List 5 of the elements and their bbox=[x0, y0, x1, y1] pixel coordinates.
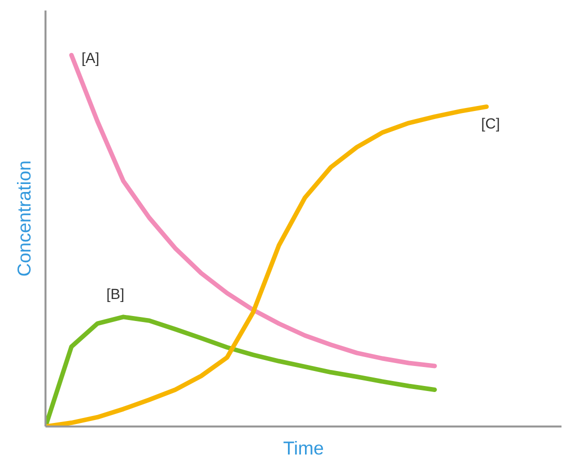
series-label: [B] bbox=[106, 286, 124, 303]
y-axis-title: Concentration bbox=[14, 160, 34, 277]
x-axis-title: Time bbox=[283, 438, 324, 458]
series-label: [C] bbox=[481, 116, 500, 133]
series-label: [A] bbox=[81, 51, 100, 68]
